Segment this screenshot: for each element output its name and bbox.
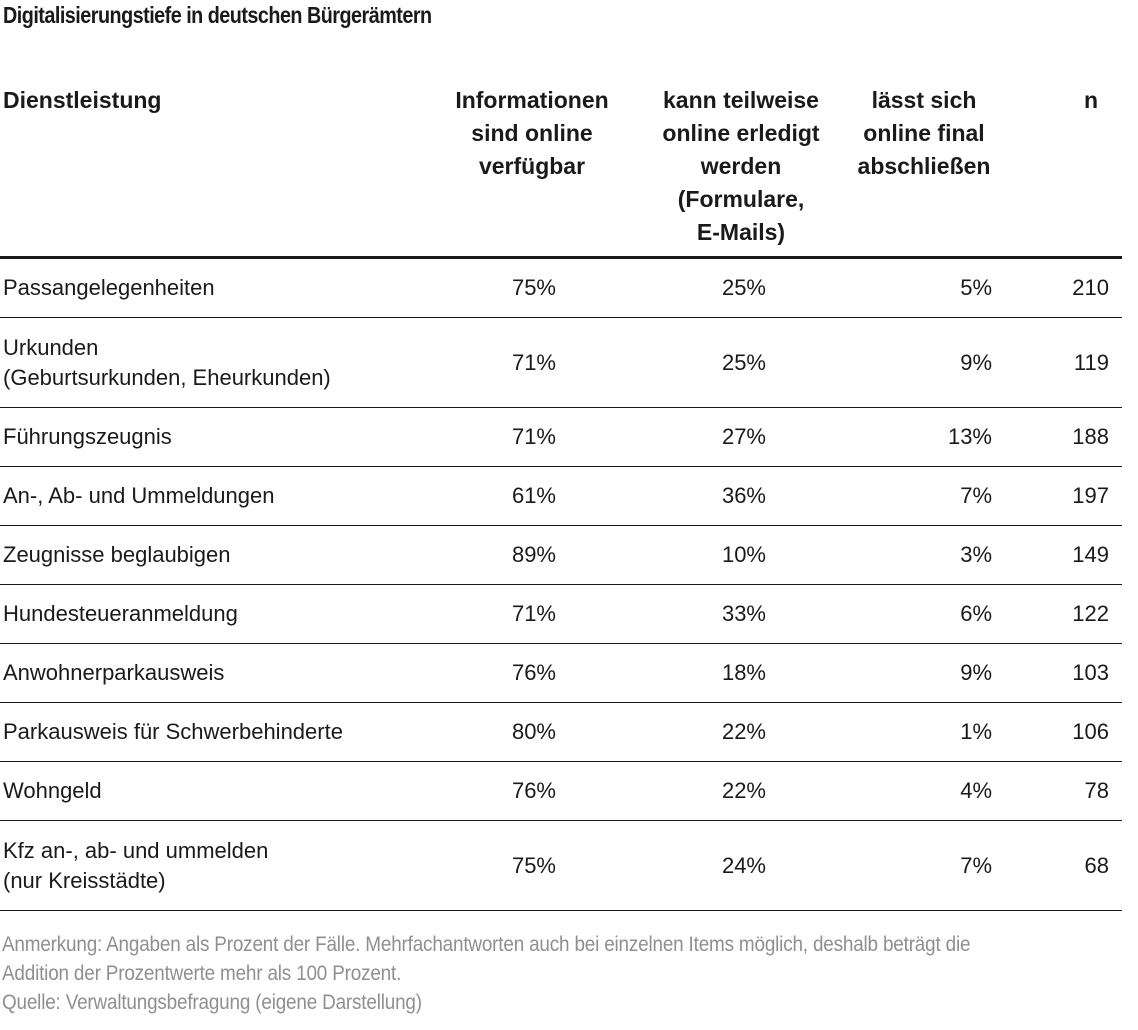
cell-info: 80%: [420, 702, 636, 762]
row-name: Parkausweis für Schwerbehinderte: [0, 702, 420, 762]
table-row: Parkausweis für Schwerbehinderte 80% 22%…: [0, 702, 1122, 762]
header-final-line: online final: [863, 120, 985, 146]
row-name-line: Hundesteueranmeldung: [3, 601, 238, 626]
cell-part: 18%: [636, 643, 846, 703]
cell-part: 22%: [636, 761, 846, 821]
table-row: Anwohnerparkausweis 76% 18% 9% 103: [0, 643, 1122, 703]
cell-n: 106: [996, 702, 1122, 762]
header-teilweise: kann teilweise online erledigt werden (F…: [636, 84, 846, 259]
row-name-line: Führungszeugnis: [3, 424, 172, 449]
cell-n: 78: [996, 761, 1122, 821]
row-name-line: Zeugnisse beglaubigen: [3, 542, 231, 567]
cell-final: 9%: [846, 643, 996, 703]
cell-info: 75%: [420, 820, 636, 911]
cell-part: 10%: [636, 525, 846, 585]
cell-final: 7%: [846, 466, 996, 526]
table-title: Digitalisierungstiefe in deutschen Bürge…: [3, 2, 432, 28]
cell-final: 3%: [846, 525, 996, 585]
cell-final: 9%: [846, 317, 996, 408]
header-final: lässt sich online final abschließen: [846, 84, 996, 259]
table-row: Führungszeugnis 71% 27% 13% 188: [0, 407, 1122, 467]
cell-n: 149: [996, 525, 1122, 585]
cell-part: 27%: [636, 407, 846, 467]
cell-final: 5%: [846, 257, 996, 318]
table-row: Wohngeld 76% 22% 4% 78: [0, 761, 1122, 821]
table-row: An-, Ab- und Ummeldungen 61% 36% 7% 197: [0, 466, 1122, 526]
header-part-line: kann teilweise: [663, 87, 819, 113]
services-table: Dienstleistung Informationen sind online…: [0, 84, 1122, 911]
header-final-line: abschließen: [857, 153, 991, 179]
row-name-line: An-, Ab- und Ummeldungen: [3, 483, 275, 508]
row-name-line: (Geburtsurkunden, Eheurkunden): [3, 364, 331, 390]
row-name-line: Parkausweis für Schwerbehinderte: [3, 719, 343, 744]
cell-info: 71%: [420, 584, 636, 644]
cell-n: 122: [996, 584, 1122, 644]
header-n: n: [996, 84, 1122, 259]
header-info-line: verfügbar: [478, 153, 586, 179]
row-name-line: Anwohnerparkausweis: [3, 660, 225, 685]
row-name-line: (nur Kreisstädte): [3, 867, 166, 893]
row-name: Wohngeld: [0, 761, 420, 821]
row-name: Zeugnisse beglaubigen: [0, 525, 420, 585]
cell-n: 210: [996, 257, 1122, 318]
cell-part: 36%: [636, 466, 846, 526]
cell-info: 71%: [420, 407, 636, 467]
cell-info: 89%: [420, 525, 636, 585]
cell-n: 103: [996, 643, 1122, 703]
cell-info: 76%: [420, 761, 636, 821]
cell-n: 119: [996, 317, 1122, 408]
row-name-line: Kfz an-, ab- und ummelden: [3, 837, 269, 863]
header-info-line: Informationen: [455, 87, 609, 113]
header-part-line: E-Mails): [696, 219, 786, 245]
cell-n: 197: [996, 466, 1122, 526]
cell-part: 24%: [636, 820, 846, 911]
header-part-line: werden: [700, 153, 782, 179]
header-part-line: online erledigt: [662, 120, 820, 146]
table-header-row: Dienstleistung Informationen sind online…: [0, 84, 1122, 259]
table-row: Kfz an-, ab- und ummelden (nur Kreisstäd…: [0, 820, 1122, 911]
cell-final: 1%: [846, 702, 996, 762]
cell-n: 68: [996, 820, 1122, 911]
row-name-line: Passangelegenheiten: [3, 275, 215, 300]
header-informationen: Informationen sind online verfügbar: [420, 84, 636, 259]
table-row: Urkunden (Geburtsurkunden, Eheurkunden) …: [0, 317, 1122, 408]
source-line: Quelle: Verwaltungsbefragung (eigene Dar…: [2, 991, 422, 1014]
row-name: Kfz an-, ab- und ummelden (nur Kreisstäd…: [0, 820, 420, 911]
row-name: Urkunden (Geburtsurkunden, Eheurkunden): [0, 317, 420, 408]
cell-final: 7%: [846, 820, 996, 911]
cell-part: 25%: [636, 317, 846, 408]
remark-line: Anmerkung: Angaben als Prozent der Fälle…: [2, 933, 971, 956]
header-dienstleistung: Dienstleistung: [0, 84, 420, 259]
row-name-line: Wohngeld: [3, 778, 102, 803]
cell-info: 76%: [420, 643, 636, 703]
row-name: An-, Ab- und Ummeldungen: [0, 466, 420, 526]
row-name: Passangelegenheiten: [0, 257, 420, 318]
table-row: Hundesteueranmeldung 71% 33% 6% 122: [0, 584, 1122, 644]
row-name-line: Urkunden: [3, 334, 99, 360]
cell-final: 4%: [846, 761, 996, 821]
table-row: Passangelegenheiten 75% 25% 5% 210: [0, 257, 1122, 318]
table-row: Zeugnisse beglaubigen 89% 10% 3% 149: [0, 525, 1122, 585]
cell-part: 25%: [636, 257, 846, 318]
header-part-line: (Formulare,: [677, 186, 805, 212]
cell-info: 71%: [420, 317, 636, 408]
remark-line: Addition der Prozentwerte mehr als 100 P…: [2, 962, 402, 985]
row-name: Führungszeugnis: [0, 407, 420, 467]
cell-final: 6%: [846, 584, 996, 644]
row-name: Hundesteueranmeldung: [0, 584, 420, 644]
cell-part: 33%: [636, 584, 846, 644]
header-info-line: sind online: [471, 120, 593, 146]
header-final-line: lässt sich: [871, 87, 977, 113]
cell-info: 75%: [420, 257, 636, 318]
footnotes: Anmerkung: Angaben als Prozent der Fälle…: [2, 930, 1010, 1017]
row-name: Anwohnerparkausweis: [0, 643, 420, 703]
cell-n: 188: [996, 407, 1122, 467]
cell-info: 61%: [420, 466, 636, 526]
cell-final: 13%: [846, 407, 996, 467]
cell-part: 22%: [636, 702, 846, 762]
